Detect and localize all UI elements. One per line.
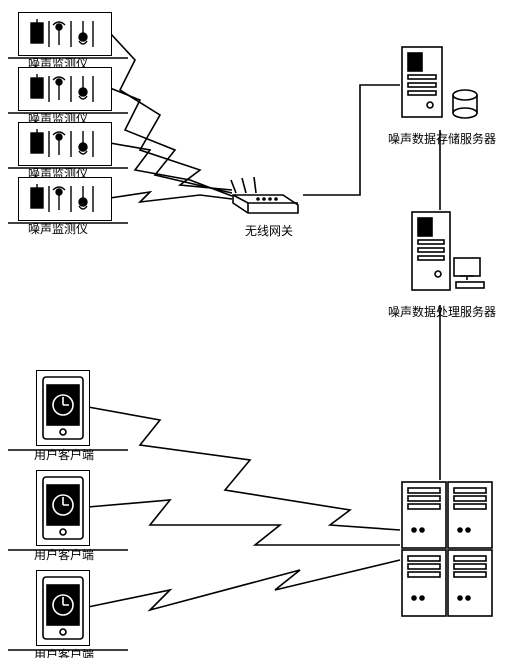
storage-server — [400, 45, 485, 130]
user-client-3 — [36, 570, 90, 646]
noise-monitor-1 — [18, 12, 112, 56]
noise-monitor-2 — [18, 67, 112, 111]
processing-server — [410, 210, 490, 305]
noise-monitor-4 — [18, 177, 112, 221]
server-cluster — [400, 480, 495, 620]
sensor-icon — [25, 182, 105, 216]
noise-monitor-3 — [18, 122, 112, 166]
user-client-2 — [36, 470, 90, 546]
storage-server-icon — [400, 45, 485, 130]
processing-server-icon — [410, 210, 490, 305]
noise-monitor-4-label: 噪声监测仪 — [28, 220, 88, 237]
user-client-1-label: 用户客户端 — [34, 446, 94, 463]
phone-icon — [41, 475, 85, 541]
user-client-3-label: 用户客户端 — [34, 646, 94, 658]
wireless-gateway-label: 无线网关 — [245, 222, 293, 239]
storage-server-label: 噪声数据存储服务器 — [388, 130, 496, 147]
sensor-icon — [25, 127, 105, 161]
diagram-canvas: { "colors": {"stroke":"#000000","bg":"#f… — [0, 0, 511, 658]
phone-icon — [41, 375, 85, 441]
sensor-icon — [25, 17, 105, 51]
phone-icon — [41, 575, 85, 641]
user-client-2-label: 用户客户端 — [34, 546, 94, 563]
sensor-icon — [25, 72, 105, 106]
gateway-icon — [228, 175, 303, 215]
user-client-1 — [36, 370, 90, 446]
processing-server-label: 噪声数据处理服务器 — [388, 303, 496, 320]
wireless-gateway — [228, 175, 303, 220]
server-cluster-icon — [400, 480, 495, 620]
